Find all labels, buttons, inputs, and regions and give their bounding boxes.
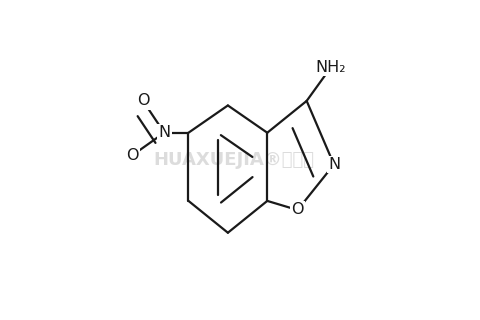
Text: N: N xyxy=(328,157,340,172)
Text: HUAXUEJIA®化学加: HUAXUEJIA®化学加 xyxy=(154,151,315,169)
Text: N: N xyxy=(158,125,170,140)
Text: NH₂: NH₂ xyxy=(316,60,346,75)
Text: O: O xyxy=(291,203,304,218)
Text: O: O xyxy=(126,148,138,163)
Text: O: O xyxy=(137,93,149,108)
